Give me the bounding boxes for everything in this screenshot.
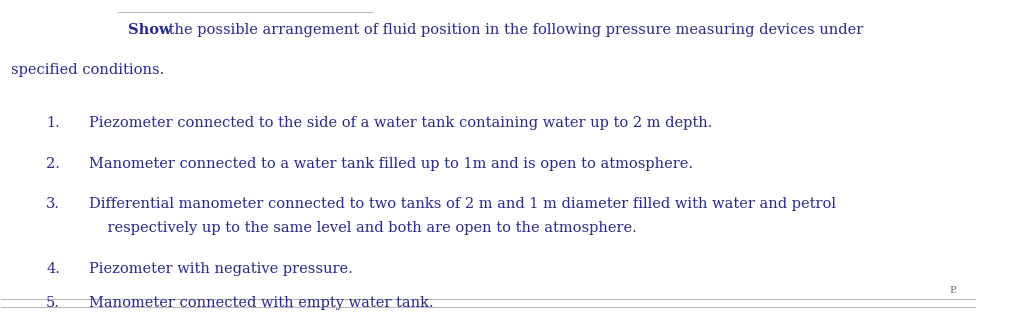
Text: Manometer connected with empty water tank.: Manometer connected with empty water tan…	[89, 296, 434, 310]
Text: 1.: 1.	[46, 116, 60, 130]
Text: Show: Show	[128, 23, 172, 37]
Text: 4.: 4.	[46, 262, 60, 276]
Text: P.: P.	[949, 286, 957, 295]
Text: the possible arrangement of fluid position in the following pressure measuring d: the possible arrangement of fluid positi…	[164, 23, 863, 37]
Text: Piezometer with negative pressure.: Piezometer with negative pressure.	[89, 262, 353, 276]
Text: Manometer connected to a water tank filled up to 1m and is open to atmosphere.: Manometer connected to a water tank fill…	[89, 157, 693, 170]
Text: 3.: 3.	[46, 197, 60, 211]
Text: 5.: 5.	[46, 296, 60, 310]
Text: specified conditions.: specified conditions.	[11, 63, 164, 77]
Text: 2.: 2.	[46, 157, 60, 170]
Text: Piezometer connected to the side of a water tank containing water up to 2 m dept: Piezometer connected to the side of a wa…	[89, 116, 712, 130]
Text: Differential manometer connected to two tanks of 2 m and 1 m diameter filled wit: Differential manometer connected to two …	[89, 197, 837, 235]
